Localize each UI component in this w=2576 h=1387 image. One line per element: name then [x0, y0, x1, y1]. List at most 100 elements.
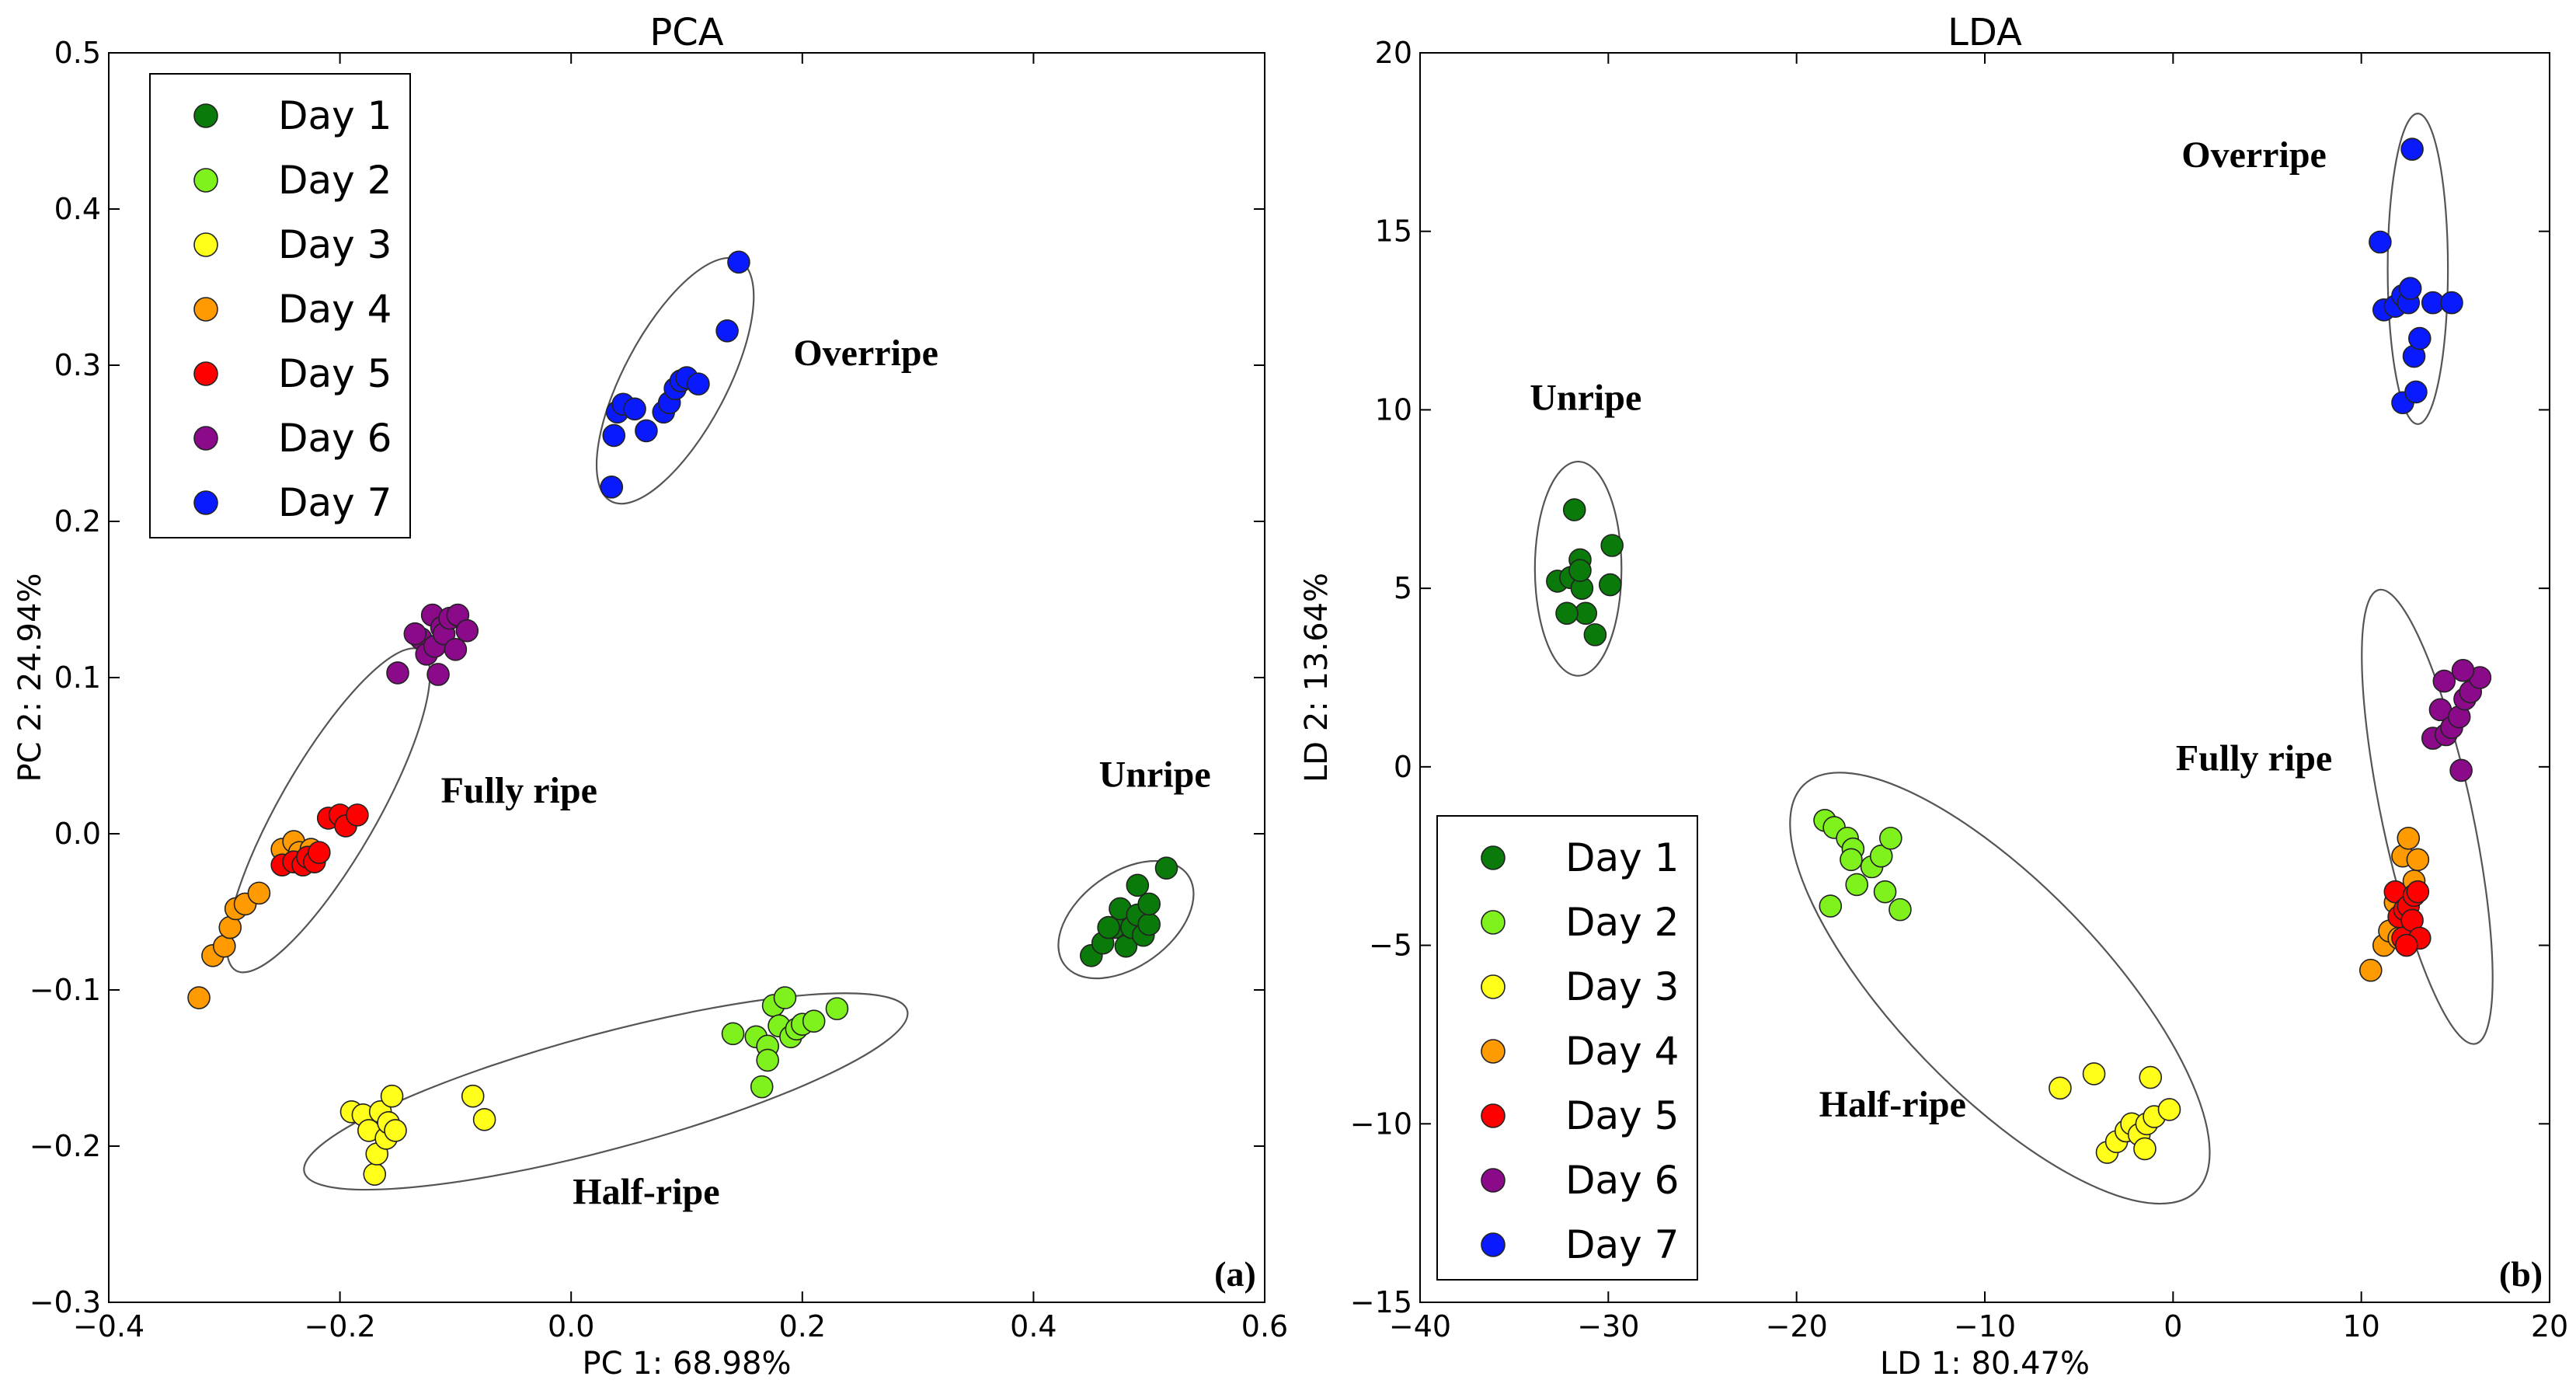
pca-ellipses	[225, 256, 1195, 1191]
lda-point	[1873, 880, 1897, 904]
lda-y-tick-label: 0	[1394, 750, 1412, 784]
lda-cluster-ellipse-1	[2386, 113, 2449, 425]
lda-title: LDA	[1948, 11, 2022, 54]
lda-point	[2369, 230, 2392, 254]
lda-point	[1888, 897, 1912, 922]
pca-series-day-1	[1080, 856, 1178, 967]
lda-y-tick-label: −5	[1369, 929, 1412, 963]
lda-point	[1879, 826, 1902, 850]
pca-x-tick-label: 0.6	[1241, 1309, 1288, 1343]
pca-y-axis-label: PC 2: 24.94%	[12, 573, 48, 782]
lda-cluster-ellipse-3	[2361, 588, 2494, 1045]
lda-point	[1598, 573, 1622, 597]
lda-legend-item-day-2: Day 2	[1481, 900, 1679, 945]
pca-x-tick-label: −0.2	[304, 1309, 375, 1343]
pca-legend-marker	[193, 103, 218, 128]
pca-legend-marker	[193, 361, 218, 386]
pca-cluster-label-overripe: Overripe	[793, 333, 938, 374]
lda-point	[2049, 1076, 2072, 1100]
pca-point	[386, 661, 409, 685]
pca-y-tick-label: 0.0	[54, 817, 101, 851]
pca-point	[403, 622, 427, 646]
lda-point	[2400, 138, 2424, 161]
pca-points	[187, 250, 1178, 1186]
pca-cluster-label-unripe: Unripe	[1099, 754, 1211, 796]
lda-legend-marker	[1481, 974, 1506, 999]
lda-series-day-7	[2369, 138, 2463, 415]
pca-legend-item-day-2: Day 2	[193, 158, 392, 203]
pca-x-axis-label: PC 1: 68.98%	[583, 1346, 792, 1382]
pca-cluster-labels: Overripe Fully ripe Unripe Half-ripe	[441, 333, 1211, 1212]
lda-cluster-ellipse-2	[1533, 460, 1623, 677]
pca-cluster-ellipse-3	[1057, 859, 1195, 980]
pca-legend-marker	[193, 297, 218, 322]
lda-legend-label: Day 7	[1565, 1222, 1679, 1267]
lda-point	[2133, 1137, 2157, 1161]
lda-legend-item-day-3: Day 3	[1481, 964, 1679, 1009]
pca-point	[721, 1022, 745, 1046]
pca-point	[384, 1119, 407, 1142]
lda-legend-label: Day 1	[1565, 835, 1679, 880]
lda-x-tick-label: 20	[2531, 1309, 2568, 1343]
pca-legend-label: Day 2	[278, 158, 392, 203]
lda-x-tick-label: −20	[1766, 1309, 1828, 1343]
pca-legend-marker	[193, 232, 218, 257]
pca-point	[715, 319, 739, 343]
pca-point	[426, 663, 450, 686]
pca-series-day-3	[339, 1084, 496, 1186]
lda-legend-box	[1436, 815, 1698, 1281]
lda-cluster-labels: Overripe Unripe Fully ripe Half-ripe	[1530, 134, 2332, 1125]
lda-x-axis-label: LD 1: 80.47%	[1880, 1346, 2090, 1382]
lda-legend-item-day-6: Day 6	[1481, 1158, 1679, 1203]
lda-series-day-5	[2383, 880, 2432, 957]
lda-point	[2398, 277, 2422, 301]
pca-point	[727, 250, 750, 274]
pca-point	[750, 1075, 774, 1099]
pca-y-tick-label: −0.2	[30, 1129, 101, 1163]
pca-point	[1126, 873, 1150, 897]
lda-point	[2406, 848, 2430, 872]
lda-point	[1869, 844, 1893, 868]
lda-legend-item-day-1: Day 1	[1481, 835, 1679, 880]
pca-legend-label: Day 6	[278, 416, 392, 461]
pca-panel-label: (a)	[1214, 1254, 1256, 1294]
lda-legend-marker	[1481, 1103, 1506, 1128]
lda-points	[1546, 138, 2492, 1164]
lda-legend: Day 1 Day 2 Day 3 Day 4 Day 5 Day 6 Day 7	[1436, 815, 1698, 1281]
pca-cluster-label-fully-ripe: Fully ripe	[441, 770, 597, 811]
lda-point	[1840, 848, 1863, 872]
lda-y-tick-label: −15	[1350, 1285, 1412, 1319]
pca-legend-item-day-4: Day 4	[193, 287, 392, 332]
pca-legend-label: Day 3	[278, 222, 392, 267]
lda-legend-marker	[1481, 1039, 1506, 1064]
lda-legend-marker	[1481, 910, 1506, 935]
lda-cluster-label-overripe: Overripe	[2181, 134, 2327, 176]
pca-point	[687, 372, 710, 396]
pca-legend-item-day-7: Day 7	[193, 480, 392, 525]
lda-panel: Overripe Unripe Fully ripe Half-ripe −40 −30…	[1299, 11, 2568, 1382]
lda-cluster-label-half-ripe: Half-ripe	[1819, 1084, 1966, 1125]
lda-point	[1583, 623, 1607, 646]
lda-point	[1819, 894, 1843, 918]
lda-point	[2404, 380, 2428, 404]
lda-legend-label: Day 5	[1565, 1093, 1679, 1138]
pca-series-day-6	[386, 603, 479, 686]
pca-legend-item-day-5: Day 5	[193, 351, 392, 396]
lda-point	[1600, 534, 1624, 557]
lda-legend-item-day-5: Day 5	[1481, 1093, 1679, 1138]
lda-point	[1555, 601, 1579, 626]
pca-point	[635, 419, 658, 443]
lda-y-tick-label: −10	[1350, 1106, 1412, 1141]
pca-legend-box	[149, 73, 411, 538]
lda-x-tick-label: −40	[1389, 1309, 1451, 1343]
pca-y-tick-label: −0.3	[30, 1285, 101, 1319]
pca-legend: Day 1 Day 2 Day 3 Day 4 Day 5 Day 6 Day 7	[149, 73, 411, 538]
lda-cluster-ellipse-4	[1789, 772, 2211, 1205]
lda-point	[1562, 498, 1586, 521]
pca-x-tick-label: −0.4	[73, 1309, 144, 1343]
pca-point	[444, 638, 468, 661]
lda-legend-marker	[1481, 1168, 1506, 1193]
pca-y-tick-label: 0.3	[54, 348, 101, 382]
lda-legend-label: Day 2	[1565, 900, 1679, 945]
